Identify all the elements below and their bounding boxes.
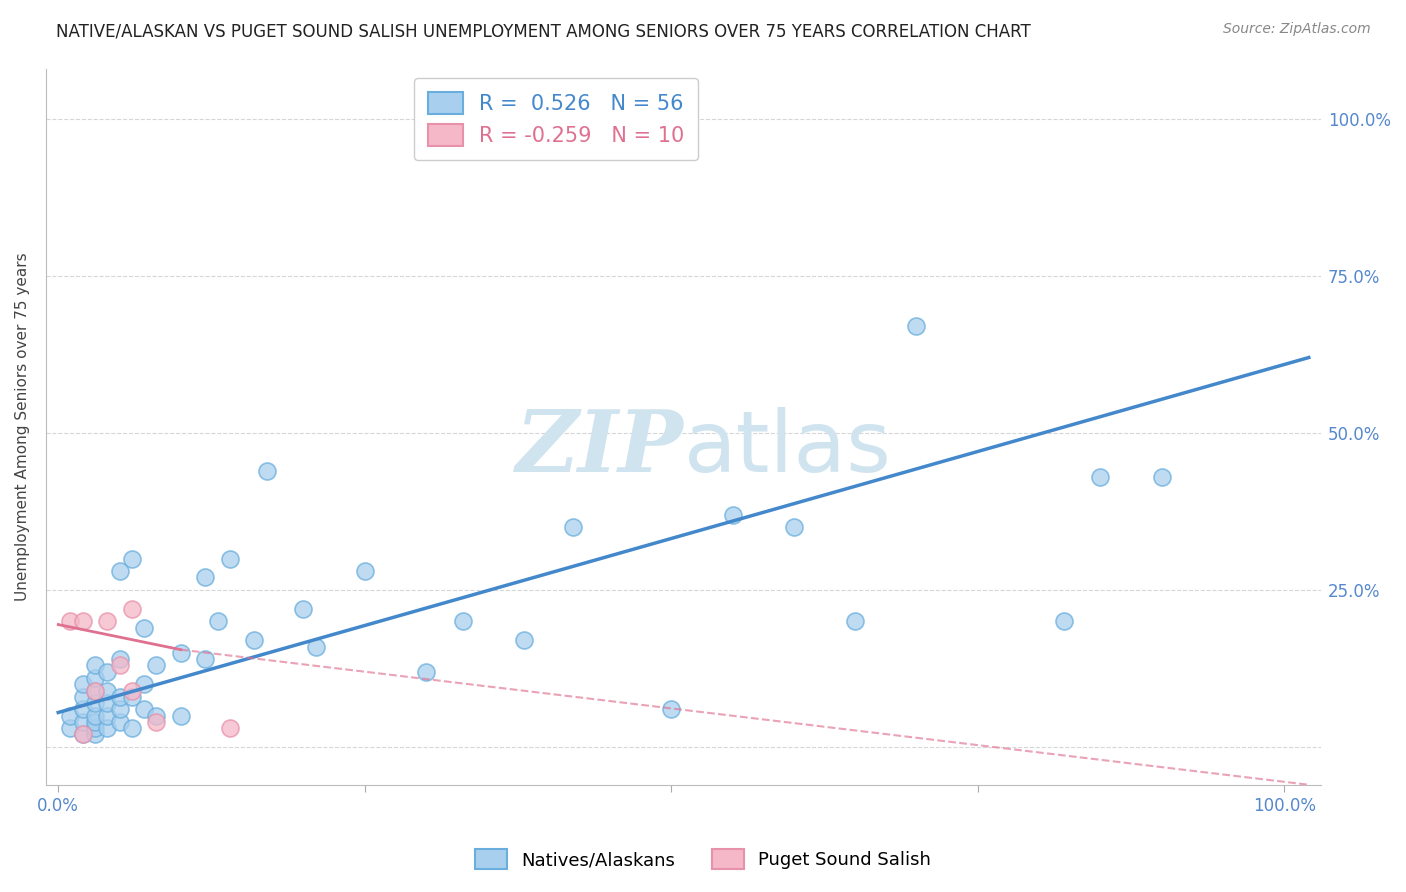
Point	[121, 551, 143, 566]
Point	[108, 652, 131, 666]
Point	[218, 551, 240, 566]
Point	[243, 633, 266, 648]
Point	[84, 721, 107, 735]
Point	[132, 702, 155, 716]
Point	[170, 646, 193, 660]
Point	[84, 696, 107, 710]
Point	[108, 690, 131, 704]
Point	[353, 564, 375, 578]
Point	[96, 708, 118, 723]
Point	[72, 690, 94, 704]
Point	[84, 683, 107, 698]
Point	[72, 714, 94, 729]
Point	[59, 721, 82, 735]
Point	[121, 721, 143, 735]
Point	[121, 690, 143, 704]
Point	[562, 520, 585, 534]
Point	[305, 640, 328, 654]
Point	[72, 677, 94, 691]
Point	[72, 615, 94, 629]
Point	[96, 615, 118, 629]
Point	[145, 708, 167, 723]
Legend: R =  0.526   N = 56, R = -0.259   N = 10: R = 0.526 N = 56, R = -0.259 N = 10	[415, 78, 697, 160]
Point	[1090, 470, 1112, 484]
Point	[1150, 470, 1173, 484]
Point	[905, 319, 928, 334]
Point	[108, 714, 131, 729]
Point	[513, 633, 536, 648]
Point	[84, 727, 107, 741]
Point	[659, 702, 682, 716]
Point	[844, 615, 866, 629]
Point	[96, 683, 118, 698]
Point	[256, 464, 278, 478]
Legend: Natives/Alaskans, Puget Sound Salish: Natives/Alaskans, Puget Sound Salish	[465, 839, 941, 879]
Point	[292, 602, 315, 616]
Point	[451, 615, 474, 629]
Point	[132, 621, 155, 635]
Point	[72, 702, 94, 716]
Point	[145, 714, 167, 729]
Point	[145, 658, 167, 673]
Point	[132, 677, 155, 691]
Text: Source: ZipAtlas.com: Source: ZipAtlas.com	[1223, 22, 1371, 37]
Point	[96, 665, 118, 679]
Point	[194, 652, 217, 666]
Point	[108, 564, 131, 578]
Point	[72, 727, 94, 741]
Point	[108, 658, 131, 673]
Text: atlas: atlas	[683, 407, 891, 490]
Point	[218, 721, 240, 735]
Point	[108, 702, 131, 716]
Point	[72, 727, 94, 741]
Point	[170, 708, 193, 723]
Point	[84, 658, 107, 673]
Point	[121, 683, 143, 698]
Text: NATIVE/ALASKAN VS PUGET SOUND SALISH UNEMPLOYMENT AMONG SENIORS OVER 75 YEARS CO: NATIVE/ALASKAN VS PUGET SOUND SALISH UNE…	[56, 22, 1031, 40]
Point	[207, 615, 229, 629]
Point	[59, 708, 82, 723]
Point	[84, 714, 107, 729]
Point	[783, 520, 806, 534]
Point	[59, 615, 82, 629]
Point	[121, 602, 143, 616]
Y-axis label: Unemployment Among Seniors over 75 years: Unemployment Among Seniors over 75 years	[15, 252, 30, 601]
Text: ZIP: ZIP	[516, 407, 683, 490]
Point	[96, 721, 118, 735]
Point	[721, 508, 744, 522]
Point	[194, 570, 217, 584]
Point	[96, 696, 118, 710]
Point	[84, 683, 107, 698]
Point	[84, 671, 107, 685]
Point	[1052, 615, 1074, 629]
Point	[84, 708, 107, 723]
Point	[415, 665, 437, 679]
